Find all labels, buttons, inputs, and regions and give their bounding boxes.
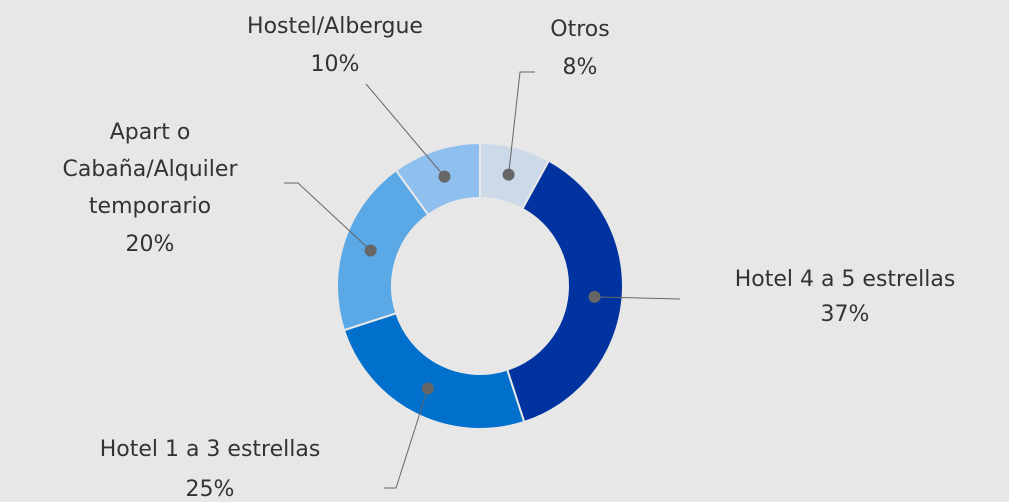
category-label: Otros bbox=[550, 17, 609, 42]
donut-slice bbox=[505, 159, 624, 424]
label-line: Otros bbox=[550, 17, 609, 42]
leader-dot bbox=[502, 168, 515, 181]
leader-line bbox=[284, 182, 371, 251]
leader-line bbox=[365, 83, 445, 177]
leader-dot bbox=[438, 170, 451, 183]
value-label: 37% bbox=[821, 302, 870, 327]
label-line: Cabaña/Alquiler bbox=[62, 157, 238, 182]
label-line: Hotel 4 a 5 estrellas bbox=[735, 267, 956, 292]
label-line: Hotel 1 a 3 estrellas bbox=[100, 437, 321, 462]
donut-slice bbox=[394, 141, 481, 217]
value-label: 8% bbox=[563, 55, 598, 80]
leader-line bbox=[508, 71, 535, 175]
donut-slice bbox=[342, 311, 526, 430]
value-label: 20% bbox=[126, 232, 175, 257]
category-label: Hotel 1 a 3 estrellas bbox=[100, 437, 321, 462]
category-label: Hotel 4 a 5 estrellas bbox=[735, 267, 956, 292]
label-line: Apart o bbox=[110, 120, 191, 145]
leader-dot bbox=[588, 290, 601, 303]
value-label: 25% bbox=[186, 477, 235, 502]
category-label: Hostel/Albergue bbox=[247, 14, 423, 39]
leader-dot bbox=[364, 244, 377, 257]
leader-line bbox=[384, 388, 429, 489]
value-label: 10% bbox=[311, 52, 360, 77]
label-line: temporario bbox=[89, 194, 211, 219]
category-label: Apart o Cabaña/Alquiler temporario bbox=[62, 120, 238, 219]
leader-line bbox=[594, 296, 681, 300]
leader-dot bbox=[421, 382, 434, 395]
label-line: Hostel/Albergue bbox=[247, 14, 423, 39]
